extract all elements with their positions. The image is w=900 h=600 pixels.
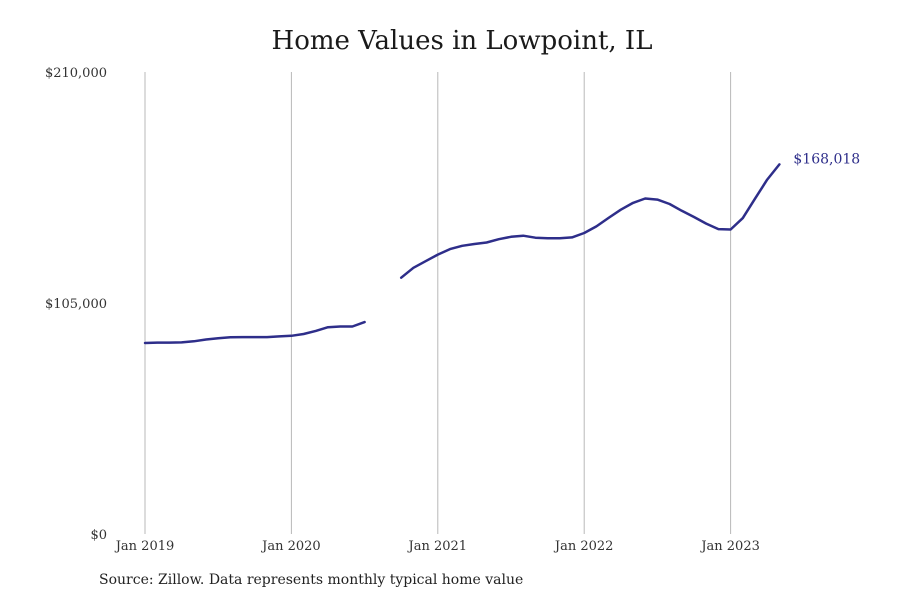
y-tick-label: $105,000: [45, 297, 107, 312]
x-tick-label: Jan 2019: [114, 539, 175, 554]
x-tick-label: Jan 2022: [553, 539, 614, 554]
y-tick-label: $0: [90, 528, 107, 543]
series-line-segment: [399, 163, 781, 279]
series-line-segment: [143, 320, 366, 345]
y-tick-label: $210,000: [45, 66, 107, 81]
source-note: Source: Zillow. Data represents monthly …: [99, 572, 524, 588]
x-tick-label: Jan 2021: [407, 539, 468, 554]
end-value-label-group: $168,018: [793, 151, 860, 167]
y-axis: $0 $105,000 $210,000: [45, 66, 107, 543]
x-tick-label: Jan 2023: [699, 539, 760, 554]
x-tick-label: Jan 2020: [260, 539, 321, 554]
gridlines: [144, 72, 732, 534]
end-value-label: $168,018: [793, 151, 860, 167]
home-value-series: [143, 163, 781, 345]
x-axis: Jan 2019 Jan 2020 Jan 2021 Jan 2022 Jan 2023: [114, 539, 760, 554]
chart-title: Home Values in Lowpoint, IL: [271, 26, 653, 56]
